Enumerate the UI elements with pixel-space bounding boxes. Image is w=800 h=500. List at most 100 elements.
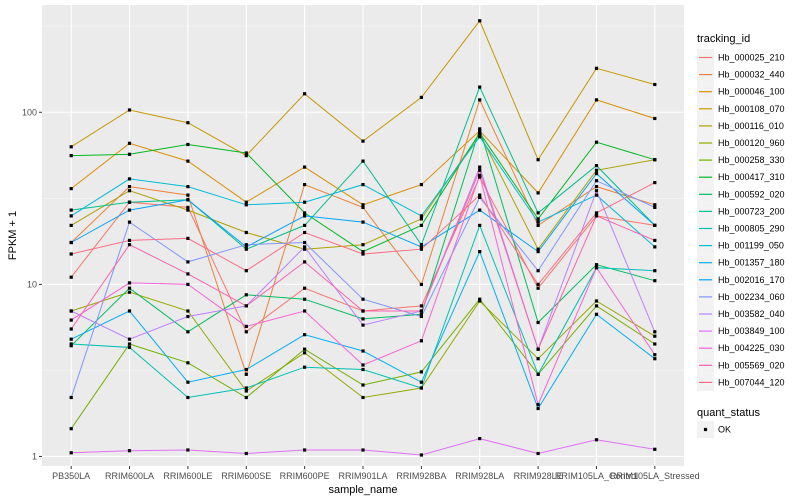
- legend-label: Hb_000046_100: [718, 87, 785, 97]
- legend-label: Hb_001199_050: [718, 241, 784, 251]
- x-tick-label: RRIM105LA_Control: [555, 471, 638, 481]
- data-point: [244, 367, 248, 372]
- data-point: [303, 230, 307, 235]
- data-point: [478, 299, 482, 303]
- data-point: [361, 243, 365, 247]
- data-point: [186, 395, 190, 400]
- data-point: [653, 357, 657, 361]
- legend-label: Hb_000592_020: [718, 189, 785, 199]
- data-point: [361, 367, 365, 372]
- data-point: [536, 211, 540, 215]
- data-point: [594, 193, 599, 197]
- legend-label: Hb_000805_290: [718, 224, 785, 234]
- data-point: [303, 347, 307, 351]
- data-point: [653, 330, 657, 334]
- data-point: [653, 82, 657, 87]
- data-point: [653, 181, 657, 185]
- data-point: [478, 250, 482, 254]
- y-tick-label: 100: [22, 107, 37, 117]
- data-point: [186, 208, 190, 212]
- data-point: [536, 247, 540, 251]
- data-point: [127, 189, 132, 193]
- data-point: [419, 370, 423, 374]
- data-point: [653, 342, 657, 346]
- data-point: [361, 252, 365, 256]
- data-point: [594, 189, 599, 193]
- x-tick-label: RRIM600LE: [163, 471, 212, 481]
- data-point: [594, 168, 599, 172]
- x-tick-label: RRIM105LA_Stressed: [610, 471, 700, 481]
- data-point: [478, 98, 482, 102]
- data-point: [186, 193, 190, 197]
- data-point: [594, 214, 599, 218]
- data-point: [186, 448, 190, 452]
- data-point: [361, 323, 365, 327]
- data-point: [536, 286, 540, 290]
- data-point: [361, 183, 365, 187]
- data-point: [536, 451, 540, 456]
- data-point: [594, 438, 599, 442]
- data-point: [127, 185, 132, 189]
- data-point: [69, 275, 73, 279]
- data-point: [303, 183, 307, 187]
- data-point: [419, 245, 423, 249]
- data-point: [186, 309, 190, 313]
- x-tick-label: PB350LA: [52, 471, 90, 481]
- data-point: [653, 223, 657, 227]
- data-point: [419, 214, 423, 218]
- x-tick-label: RRIM901LA: [338, 471, 387, 481]
- data-point: [419, 312, 423, 316]
- data-point: [361, 250, 365, 254]
- data-point: [419, 183, 423, 187]
- legend-label: Hb_000108_070: [718, 104, 785, 114]
- x-tick-label: RRIM928LA: [455, 471, 504, 481]
- legend-label: OK: [718, 425, 731, 435]
- data-point: [653, 205, 657, 209]
- data-point: [303, 448, 307, 452]
- data-point: [478, 175, 482, 179]
- legend-label: Hb_004225_030: [718, 343, 785, 353]
- data-point: [536, 282, 540, 286]
- data-point: [594, 312, 599, 316]
- data-point: [419, 339, 423, 343]
- data-point: [127, 342, 132, 346]
- data-point: [594, 304, 599, 308]
- data-point: [478, 195, 482, 199]
- data-point: [244, 243, 248, 247]
- data-point: [186, 314, 190, 319]
- data-point: [186, 272, 190, 276]
- data-point: [69, 451, 73, 455]
- x-tick-label: RRIM600PE: [280, 471, 330, 481]
- data-point: [303, 92, 307, 96]
- data-point: [594, 98, 599, 102]
- data-point: [303, 211, 307, 215]
- data-point: [303, 240, 307, 245]
- data-point: [536, 320, 540, 325]
- data-point: [419, 314, 423, 319]
- legend-label: Hb_000258_330: [718, 155, 785, 165]
- data-point: [478, 193, 482, 197]
- data-point: [303, 351, 307, 355]
- x-tick-label: RRIM928LE: [514, 471, 563, 481]
- data-point: [361, 383, 365, 387]
- data-point: [419, 304, 423, 308]
- data-point: [303, 309, 307, 313]
- data-point: [594, 185, 599, 189]
- data-point: [186, 142, 190, 147]
- data-point: [244, 395, 248, 400]
- data-point: [419, 243, 423, 247]
- data-point: [478, 129, 482, 133]
- data-point: [478, 19, 482, 23]
- y-tick-label: 10: [27, 279, 37, 289]
- data-point: [244, 324, 248, 328]
- data-point: [536, 158, 540, 162]
- data-point: [361, 309, 365, 313]
- data-point: [127, 449, 132, 453]
- data-point: [419, 223, 423, 227]
- data-point: [361, 363, 365, 367]
- data-point: [361, 159, 365, 163]
- data-point: [186, 185, 190, 189]
- data-point: [303, 297, 307, 301]
- data-point: [186, 282, 190, 286]
